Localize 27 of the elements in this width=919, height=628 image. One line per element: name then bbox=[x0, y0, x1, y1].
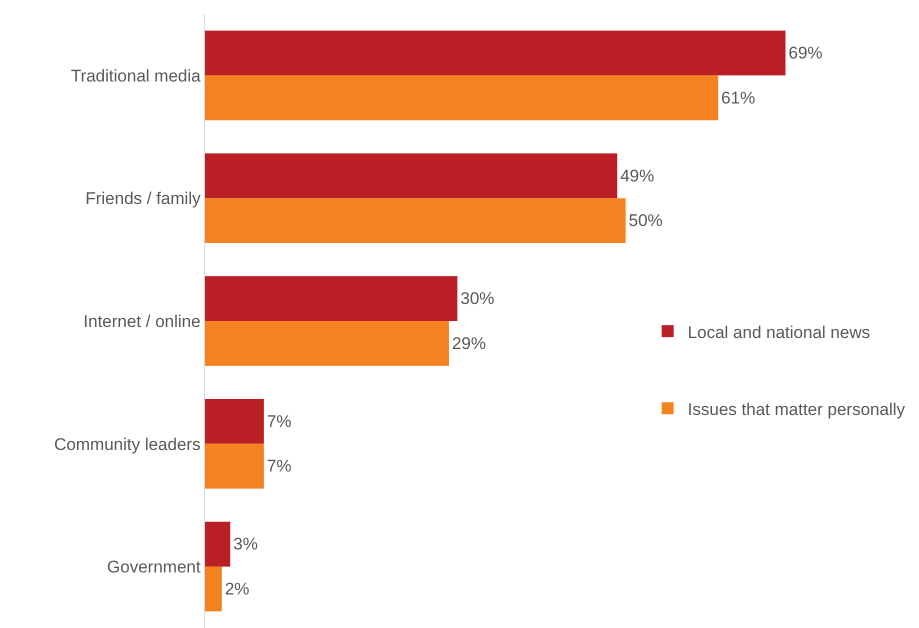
bar bbox=[205, 30, 786, 76]
data-label: 7% bbox=[266, 412, 292, 431]
data-label: 61% bbox=[721, 88, 756, 108]
bar bbox=[205, 321, 449, 366]
bar bbox=[205, 75, 718, 120]
data-label: 49% bbox=[620, 166, 654, 186]
y-tick-label: Community leaders bbox=[54, 434, 201, 454]
y-tick-label: Traditional media bbox=[70, 66, 202, 86]
data-label: 29% bbox=[452, 334, 486, 353]
bar bbox=[205, 444, 264, 489]
bar bbox=[205, 198, 626, 244]
bar bbox=[205, 276, 458, 321]
bar bbox=[205, 398, 264, 444]
y-tick-label: Government bbox=[107, 558, 201, 577]
bar bbox=[205, 153, 618, 198]
data-label: 50% bbox=[628, 211, 663, 230]
legend-label: Local and national news bbox=[688, 322, 870, 342]
y-tick-label: Internet / online bbox=[83, 312, 201, 331]
legend-label: Issues that matter personally bbox=[688, 400, 906, 419]
data-label: 69% bbox=[788, 43, 823, 62]
data-label: 30% bbox=[460, 289, 494, 308]
bar bbox=[205, 522, 230, 567]
y-tick-label: Friends / family bbox=[85, 189, 202, 208]
data-label: 2% bbox=[224, 580, 250, 599]
bar bbox=[205, 566, 222, 612]
data-label: 3% bbox=[233, 534, 258, 554]
data-label: 7% bbox=[266, 456, 292, 476]
